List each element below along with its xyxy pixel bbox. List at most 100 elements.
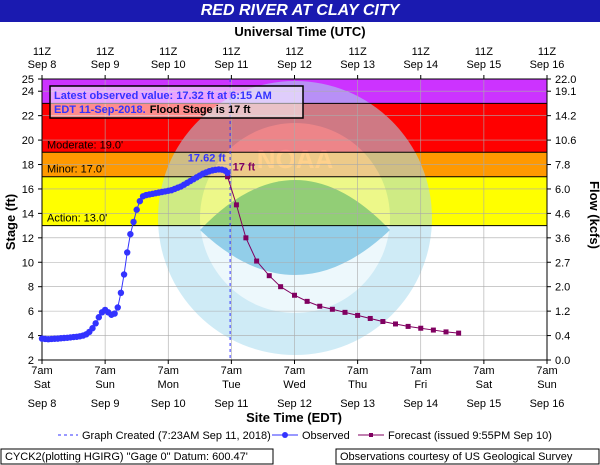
top-tick-hour: 11Z [475,46,493,58]
bottom-tick-time: 7am [410,365,431,377]
stage-tick-label: 25 [22,74,34,86]
forecast-point [405,323,411,329]
bottom-tick-date: Sep 10 [151,398,186,410]
stage-tick-label: 2 [28,355,34,367]
top-tick-date: Sep 14 [403,59,438,71]
stage-tick-label: 14 [22,208,34,220]
flow-axis-title: Flow (kcfs) [587,181,600,249]
forecast-point [367,315,373,321]
noaa-seal-wave [200,180,390,275]
top-tick-hour: 11Z [159,46,177,58]
stage-tick-label: 24 [22,86,34,98]
band-label-moderate: Moderate: 19.0' [47,139,123,151]
observed-point [133,206,140,213]
bottom-tick-time: 7am [284,365,305,377]
forecast-point [225,174,231,180]
bottom-tick-day: Mon [158,379,179,391]
legend-observed-label: Observed [302,430,350,442]
bottom-tick-date: Sep 14 [403,398,438,410]
top-tick-date: Sep 16 [530,59,565,71]
top-tick-date: Sep 12 [277,59,312,71]
bottom-tick-day: Sat [476,379,493,391]
flow-tick-label: 0.4 [555,331,570,343]
forecast-point [243,235,249,241]
forecast-point [266,273,272,279]
top-tick-date: Sep 13 [340,59,375,71]
top-tick-date: Sep 9 [91,59,120,71]
bottom-tick-time: 7am [94,365,115,377]
forecast-point [329,306,335,312]
flow-tick-label: 22.0 [555,74,576,86]
bottom-tick-day: Tue [222,379,241,391]
flow-tick-label: 3.6 [555,233,570,245]
bottom-tick-day: Fri [414,379,427,391]
observed-points [38,166,231,343]
chart-title: RED RIVER AT CLAY CITY [0,0,600,22]
forecast-point [430,327,436,333]
annotation-line-1: Latest observed value: 17.32 ft at 6:15 … [54,90,272,102]
bottom-axis-title: Site Time (EDT) [246,410,342,425]
forecast-point [355,312,361,318]
flow-tick-label: 2.7 [555,257,570,269]
bottom-tick-date: Sep 9 [91,398,120,410]
observed-point [120,271,128,278]
noaa-watermark: NOAA [158,81,432,355]
bottom-tick-time: 7am [473,365,494,377]
footer-credit: Observations courtesy of US Geological S… [340,451,573,463]
observed-point [95,314,103,321]
forecast-point [233,202,239,208]
annotation-line-2: EDT 11-Sep-2018. Flood Stage is 17 ft [54,104,251,116]
legend-forecast-label: Forecast (issued 9:55PM Sep 10) [388,430,552,442]
top-tick-date: Sep 8 [28,59,57,71]
observed-point [92,320,99,327]
observed-peak-label: 17.62 ft [188,152,226,164]
grid-lines [42,79,547,360]
bottom-tick-time: 7am [347,365,368,377]
stage-tick-label: 20 [22,135,34,147]
top-tick-hour: 11Z [349,46,367,58]
forecast-point [443,329,449,335]
legend-graph-created-label: Graph Created (7:23AM Sep 11, 2018) [82,430,271,442]
forecast-point [393,321,398,327]
annotation-box [49,85,304,119]
noaa-seal-lettering: NOAA [257,144,334,174]
bottom-tick-time: 7am [31,365,52,377]
observed-point [130,218,137,226]
latest-value-annotation: Latest observed value: 17.32 ft at 6:15 … [49,85,304,119]
bottom-tick-day: Thu [348,379,367,391]
stage-tick-label: 8 [28,282,34,294]
footer-datum: CYCK2(plotting HGIRG) "Gage 0" Datum: 60… [5,451,248,463]
flow-tick-label: 2.0 [555,282,570,294]
bottom-tick-date: Sep 16 [530,398,565,410]
annotation-flood-stage: Flood Stage is 17 ft [150,104,251,116]
stage-tick-label: 18 [22,160,34,172]
stage-tick-label: 10 [22,257,34,269]
top-tick-date: Sep 11 [214,59,248,71]
stage-tick-label: 22 [22,111,34,123]
annotation-timestamp: EDT 11-Sep-2018. [54,104,146,116]
observed-point [127,230,134,238]
top-tick-hour: 11Z [538,46,556,58]
forecast-point [380,319,386,325]
flow-tick-label: 7.8 [555,160,570,172]
flow-axis-ticks: 0.0 0.4 1.2 2.0 2.7 3.6 4.6 6.0 7.8 10.6 14.2 19.12… [547,74,576,367]
flow-tick-label: 19.1 [555,86,576,98]
top-tick-hour: 11Z [33,46,51,58]
observed-point [111,310,118,317]
observed-point [114,304,121,311]
top-tick-date: Sep 15 [466,59,501,71]
forecast-point [342,309,348,315]
bottom-axis-ticks: 7am Sat Sep 8 7am Sun Sep 9 7am Mon Sep 10 7am Tue… [28,360,565,410]
bottom-tick-time: 7am [158,365,179,377]
forecast-point [304,298,310,304]
stage-tick-label: 4 [28,331,34,343]
observed-point [136,197,144,205]
observed-point [124,249,131,256]
band-label-action: Action: 13.0' [47,213,107,225]
observed-point [117,289,125,297]
legend-forecast-marker [369,433,373,437]
bottom-tick-date: Sep 12 [277,398,312,410]
forecast-point [418,325,424,331]
